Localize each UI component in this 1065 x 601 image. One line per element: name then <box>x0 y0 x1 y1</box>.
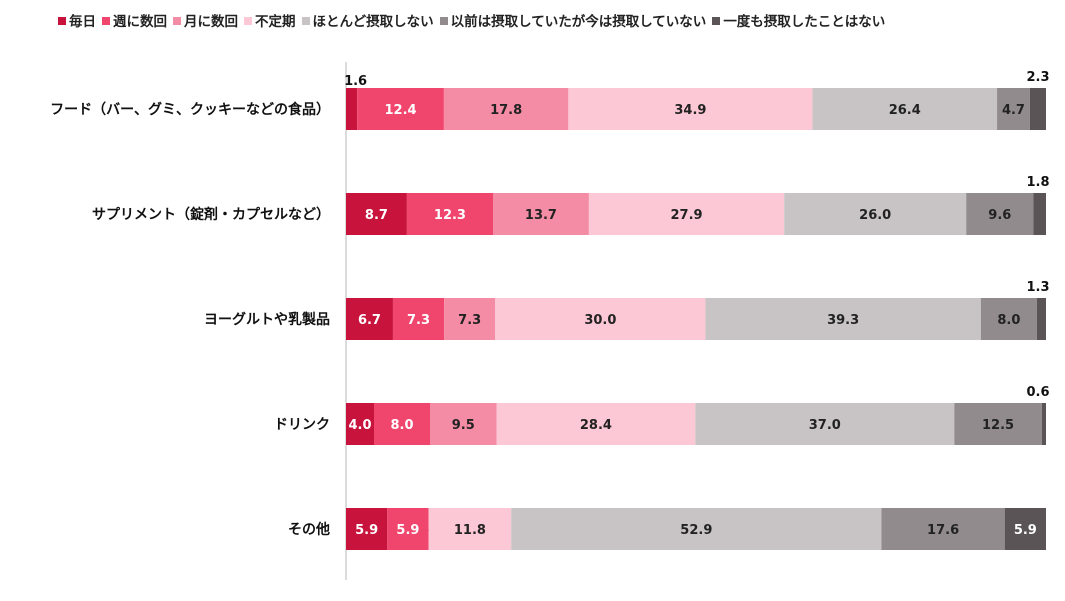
bar-segment <box>1004 508 1046 550</box>
data-label: 5.9 <box>1014 523 1037 538</box>
legend-item: 以前は摂取していたが今は摂取していない <box>439 10 707 30</box>
data-label: 17.8 <box>490 103 522 118</box>
data-label: 26.0 <box>859 208 891 223</box>
data-label: 17.6 <box>927 523 959 538</box>
data-label: 1.3 <box>1026 280 1049 295</box>
bar-segment <box>495 298 706 340</box>
data-label: 8.7 <box>365 208 388 223</box>
bar-segment <box>588 193 785 235</box>
data-label: 12.5 <box>982 418 1014 433</box>
legend-label: 一度も摂取したことはない <box>723 14 886 30</box>
bar-segment <box>443 88 569 130</box>
legend-item: 月に数回 <box>173 10 238 30</box>
bar-segment <box>346 298 393 340</box>
data-label: 1.8 <box>1026 175 1049 190</box>
data-label: 30.0 <box>584 313 616 328</box>
data-label: 9.6 <box>988 208 1011 223</box>
category-label: サプリメント（錠剤・カプセルなど） <box>92 206 330 223</box>
legend-label: 以前は摂取していたが今は摂取していない <box>450 14 707 30</box>
data-label: 26.4 <box>889 103 921 118</box>
bar-segment <box>1036 298 1046 340</box>
bar-segment <box>954 403 1042 445</box>
bar-segment <box>1029 88 1046 130</box>
bar-segment <box>346 88 358 130</box>
legend-item: 一度も摂取したことはない <box>712 10 885 30</box>
bar-segment <box>387 508 429 550</box>
bar-segment <box>428 508 512 550</box>
bar-segment <box>997 88 1030 130</box>
legend-swatch <box>712 17 721 25</box>
legend-swatch <box>102 17 110 25</box>
legend-label: 週に数回 <box>113 14 167 30</box>
legend-item: ほとんど摂取しない <box>301 10 434 30</box>
data-label: 4.0 <box>348 418 371 433</box>
data-label: 2.3 <box>1026 70 1049 85</box>
bar-segment <box>966 193 1034 235</box>
bar-segment <box>392 298 445 340</box>
bar-segment <box>346 508 388 550</box>
legend-swatch <box>173 17 181 25</box>
bar-segment <box>705 298 981 340</box>
category-label: フード（バー、グミ、クッキーなどの食品） <box>50 101 330 118</box>
bar-segment <box>568 88 813 130</box>
bar-segment <box>374 403 430 445</box>
category-label: ドリンク <box>274 417 330 433</box>
legend-label: 毎日 <box>69 14 96 30</box>
bar-segment <box>444 298 496 340</box>
bar-segment <box>357 88 444 130</box>
data-label: 7.3 <box>458 313 481 328</box>
data-label: 7.3 <box>407 313 430 328</box>
data-label: 1.6 <box>344 74 367 89</box>
data-label: 6.7 <box>358 313 381 328</box>
data-label: 8.0 <box>390 418 413 433</box>
bar-segment <box>430 403 497 445</box>
legend-swatch <box>439 17 448 25</box>
data-label: 4.7 <box>1002 103 1025 118</box>
legend-label: 月に数回 <box>184 14 238 30</box>
data-label: 5.9 <box>355 523 378 538</box>
data-label: 28.4 <box>580 418 612 433</box>
bar-segment <box>980 298 1037 340</box>
bar-segment <box>346 403 374 445</box>
legend: 毎日 週に数回 月に数回 不定期 ほとんど摂取しない 以前は摂取していたが今は摂取していな… <box>58 10 891 32</box>
legend-swatch <box>58 17 66 25</box>
data-label: 37.0 <box>809 418 841 433</box>
category-label: ヨーグルトや乳製品 <box>204 311 330 328</box>
data-label: 9.5 <box>452 418 475 433</box>
bar-segment <box>881 508 1005 550</box>
legend-label: ほとんど摂取しない <box>312 14 434 30</box>
legend-label: 不定期 <box>255 14 296 30</box>
data-label: 27.9 <box>671 208 703 223</box>
data-label: 12.4 <box>385 103 417 118</box>
bar-segment <box>346 193 407 235</box>
category-label: その他 <box>288 521 330 538</box>
data-label: 0.6 <box>1026 385 1049 400</box>
bar-segment <box>812 88 998 130</box>
bar-segment <box>496 403 696 445</box>
data-label: 13.7 <box>525 208 557 223</box>
data-label: 5.9 <box>396 523 419 538</box>
legend-item: 不定期 <box>244 10 296 30</box>
bar-segment <box>1033 193 1046 235</box>
data-label: 39.3 <box>827 313 859 328</box>
bar-segment <box>784 193 967 235</box>
bar-segment <box>695 403 955 445</box>
data-label: 11.8 <box>454 523 486 538</box>
data-label: 34.9 <box>674 103 706 118</box>
bar-segment <box>493 193 589 235</box>
data-label: 52.9 <box>680 523 712 538</box>
bar-segment <box>406 193 493 235</box>
data-label: 8.0 <box>997 313 1020 328</box>
legend-item: 週に数回 <box>102 10 167 30</box>
data-label: 12.3 <box>434 208 466 223</box>
legend-item: 毎日 <box>58 10 96 30</box>
legend-swatch <box>301 17 310 25</box>
bar-segment <box>1041 403 1046 445</box>
bar-segment <box>511 508 882 550</box>
legend-swatch <box>244 17 252 25</box>
